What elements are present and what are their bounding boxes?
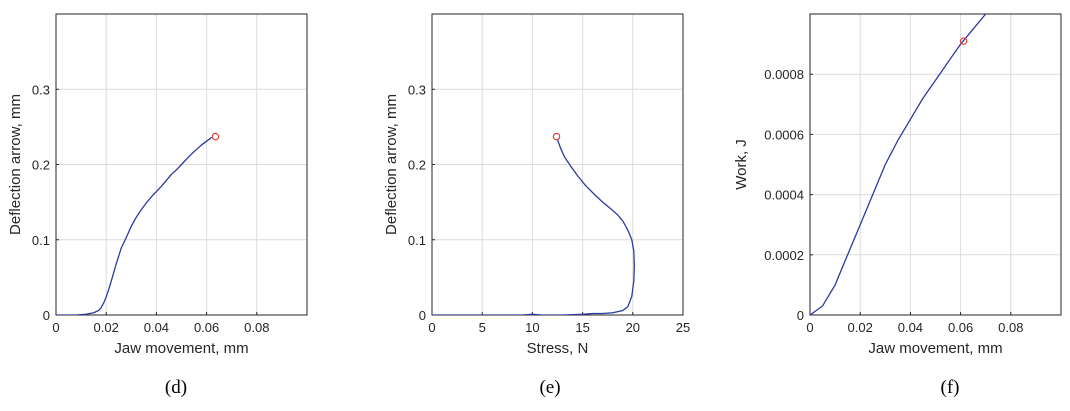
x-tick-label: 0.04 xyxy=(144,320,169,335)
y-tick-label: 0.1 xyxy=(32,233,50,248)
y-tick-label: 0 xyxy=(419,308,426,323)
y-tick-label: 0.0006 xyxy=(764,127,804,142)
y-tick-label: 0.3 xyxy=(32,82,50,97)
x-axis-label: Jaw movement, mm xyxy=(114,340,248,357)
subplot-3: 0 0.02 0.04 0.06 0.08 0 0.0002 0.0004 0.0006 0.00… xyxy=(733,13,1062,398)
x-axis-label: Jaw movement, mm xyxy=(868,340,1002,357)
x-tick-label: 0 xyxy=(806,320,813,335)
x-tick-label: 0 xyxy=(52,320,59,335)
subplot-caption: (d) xyxy=(165,377,187,398)
y-tick-label: 0.0004 xyxy=(764,188,804,203)
x-tick-label: 0.02 xyxy=(94,320,119,335)
subplot-caption: (f) xyxy=(941,377,960,398)
x-tick-label: 0 xyxy=(428,320,435,335)
x-tick-label: 0.08 xyxy=(244,320,269,335)
y-tick-label: 0.0008 xyxy=(764,67,804,82)
subplot-caption: (e) xyxy=(539,377,560,398)
y-tick-label: 0.3 xyxy=(408,82,426,97)
y-tick-label: 0.2 xyxy=(32,158,50,173)
subplot-2: 0 5 10 15 20 25 0 0.1 0.2 0.3 Stress, N Deflection … xyxy=(383,13,690,398)
endpoint-marker xyxy=(552,132,561,141)
y-tick-label: 0.0002 xyxy=(764,248,804,263)
x-tick-label: 5 xyxy=(479,320,486,335)
x-axis-label: Stress, N xyxy=(527,340,589,357)
series-line xyxy=(56,136,213,315)
endpoint-marker xyxy=(211,132,220,141)
x-tick-label: 0.02 xyxy=(848,320,873,335)
y-tick-label: 0.2 xyxy=(408,158,426,173)
subplot-1: 0 0.02 0.04 0.06 0.08 0 0.1 0.2 0.3 Jaw movement,… xyxy=(7,13,308,398)
y-axis-label: Work, J xyxy=(733,139,750,190)
y-tick-label: 0.1 xyxy=(408,233,426,248)
axes-frame xyxy=(809,13,1062,316)
y-axis-label: Deflection arrow, mm xyxy=(7,94,24,235)
series-line xyxy=(810,14,987,315)
x-tick-label: 0.06 xyxy=(194,320,219,335)
endpoint-marker xyxy=(959,37,968,45)
x-tick-label: 25 xyxy=(676,320,690,335)
series-line xyxy=(432,139,635,315)
x-tick-label: 10 xyxy=(525,320,539,335)
y-axis-label: Deflection arrow, mm xyxy=(383,94,400,235)
x-tick-label: 15 xyxy=(575,320,589,335)
x-tick-label: 0.04 xyxy=(898,320,923,335)
y-tick-label: 0 xyxy=(797,308,804,323)
y-tick-label: 0 xyxy=(43,308,50,323)
x-tick-label: 0.06 xyxy=(948,320,973,335)
x-tick-label: 0.08 xyxy=(998,320,1023,335)
x-tick-label: 20 xyxy=(626,320,640,335)
